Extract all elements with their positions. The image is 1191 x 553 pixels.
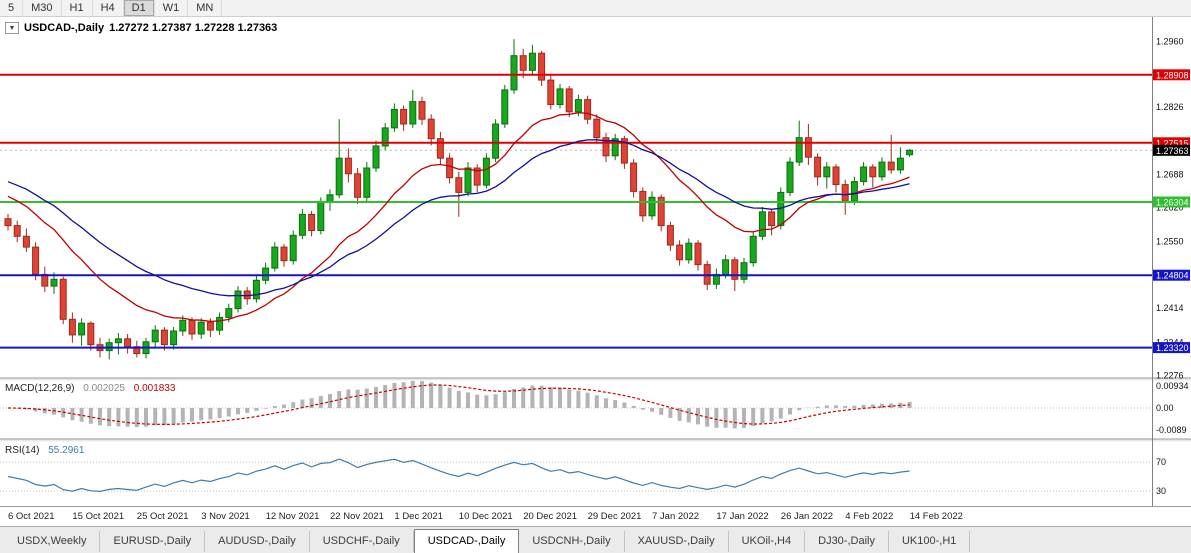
svg-text:1.2688: 1.2688: [1156, 169, 1184, 179]
rsi-axis-label: 30: [1156, 486, 1166, 496]
rsi-axis-label: 70: [1156, 457, 1166, 467]
price-badge-1.28908: 1.28908: [1153, 69, 1190, 81]
date-label: 29 Dec 2021: [587, 511, 642, 522]
timeframe-button-5[interactable]: 5: [0, 0, 24, 16]
macd-indicator-label: MACD(12,26,9) 0.002025 0.001833: [5, 383, 175, 394]
moving-average-30: [7, 139, 910, 297]
svg-text:1.2276: 1.2276: [1156, 371, 1184, 381]
chart-symbol-label: USDCAD-,Daily: [24, 22, 105, 34]
rsi-name: RSI(14): [5, 445, 40, 456]
date-label: 12 Nov 2021: [265, 511, 320, 522]
chart-tab-dj30-daily[interactable]: DJ30-,Daily: [805, 531, 889, 552]
timeframe-button-m30[interactable]: M30: [23, 0, 62, 16]
timeframe-button-h4[interactable]: H4: [93, 0, 124, 16]
date-label: 10 Dec 2021: [458, 511, 513, 522]
date-label: 6 Oct 2021: [8, 511, 55, 522]
svg-text:1.2414: 1.2414: [1156, 303, 1184, 313]
date-label: 20 Dec 2021: [523, 511, 578, 522]
chart-menu-dropdown-icon[interactable]: ▼: [5, 22, 19, 34]
date-label: 26 Jan 2022: [780, 511, 834, 522]
price-axis[interactable]: 1.29601.28261.26881.26201.25501.24141.23…: [1152, 17, 1191, 506]
macd-axis-label: -0.0089: [1156, 425, 1187, 435]
date-label: 3 Nov 2021: [201, 511, 250, 522]
date-label: 14 Feb 2022: [909, 511, 963, 522]
chart-tab-uk100-h1[interactable]: UK100-,H1: [889, 531, 971, 552]
svg-text:1.27515: 1.27515: [1156, 138, 1189, 148]
svg-text:1.2826: 1.2826: [1156, 102, 1184, 112]
price-badge-1.24804: 1.24804: [1153, 269, 1190, 281]
svg-text:1.2550: 1.2550: [1156, 237, 1184, 247]
timeframe-button-h1[interactable]: H1: [62, 0, 93, 16]
date-label: 25 Oct 2021: [136, 511, 189, 522]
timeframe-button-w1[interactable]: W1: [155, 0, 189, 16]
macd-signal-value: 0.001833: [133, 383, 176, 394]
chart-tab-bar: USDX,Weekly EURUSD-,Daily AUDUSD-,Daily USD…: [0, 526, 1191, 553]
date-label: 17 Jan 2022: [716, 511, 769, 522]
macd-name: MACD(12,26,9): [5, 383, 75, 394]
svg-text:1.26304: 1.26304: [1156, 198, 1189, 208]
chart-tab-xauusd-daily[interactable]: XAUUSD-,Daily: [625, 531, 729, 552]
chart-tab-usdx-weekly[interactable]: USDX,Weekly: [4, 531, 101, 552]
rsi-line: [7, 458, 910, 493]
chart-tab-audusd-daily[interactable]: AUDUSD-,Daily: [205, 531, 310, 552]
date-label: 1 Dec 2021: [394, 511, 443, 522]
svg-text:1.24804: 1.24804: [1156, 271, 1189, 281]
price-badge-1.26304: 1.26304: [1153, 196, 1190, 208]
price-chart-canvas[interactable]: 1.29601.28261.26881.26201.25501.24141.23…: [0, 17, 1191, 507]
chart-ohlc-values: 1.27272 1.27387 1.27228 1.27363: [109, 22, 278, 34]
chart-tab-eurusd-daily[interactable]: EURUSD-,Daily: [100, 531, 206, 552]
date-label: 7 Jan 2022: [652, 511, 700, 522]
price-badge-1.23320: 1.23320: [1153, 342, 1190, 354]
candlestick-series: [4, 39, 914, 360]
chart-tab-ukoil-h4[interactable]: UKOil-,H4: [729, 531, 806, 552]
price-badge-1.27515: 1.27515: [1153, 137, 1190, 149]
svg-text:1.28908: 1.28908: [1156, 70, 1189, 80]
date-label: 4 Feb 2022: [845, 511, 894, 522]
svg-text:1.27363: 1.27363: [1156, 146, 1189, 156]
macd-signal-line: [7, 384, 910, 426]
moving-average-16: [7, 112, 910, 323]
chart-title: ▼ USDCAD-,Daily 1.27272 1.27387 1.27228 …: [5, 22, 277, 34]
chart-tab-usdchf-daily[interactable]: USDCHF-,Daily: [310, 531, 414, 552]
price-badge-1.27363: 1.27363: [1153, 144, 1190, 156]
macd-axis-label: 0.00: [1156, 403, 1174, 413]
timeframe-toolbar: 5 M30 H1 H4 D1 W1 MN: [0, 0, 1191, 17]
macd-axis-label: 0.00934: [1156, 381, 1189, 391]
rsi-value: 55.2961: [48, 445, 85, 456]
svg-text:1.23320: 1.23320: [1156, 343, 1189, 353]
timeframe-button-mn[interactable]: MN: [188, 0, 223, 16]
svg-text:1.2960: 1.2960: [1156, 37, 1184, 47]
rsi-indicator-label: RSI(14) 55.2961: [5, 445, 84, 456]
time-axis[interactable]: 6 Oct 2021 15 Oct 2021 25 Oct 2021 3 Nov 20…: [0, 507, 1152, 526]
timeframe-button-d1[interactable]: D1: [123, 0, 155, 16]
chart-area[interactable]: 1.29601.28261.26881.26201.25501.24141.23…: [0, 17, 1191, 526]
chart-tab-usdcad-daily[interactable]: USDCAD-,Daily: [413, 529, 520, 553]
date-label: 15 Oct 2021: [72, 511, 125, 522]
macd-main-value: 0.002025: [83, 383, 125, 394]
chart-tab-usdcnh-daily[interactable]: USDCNH-,Daily: [519, 531, 625, 552]
date-label: 22 Nov 2021: [330, 511, 384, 522]
